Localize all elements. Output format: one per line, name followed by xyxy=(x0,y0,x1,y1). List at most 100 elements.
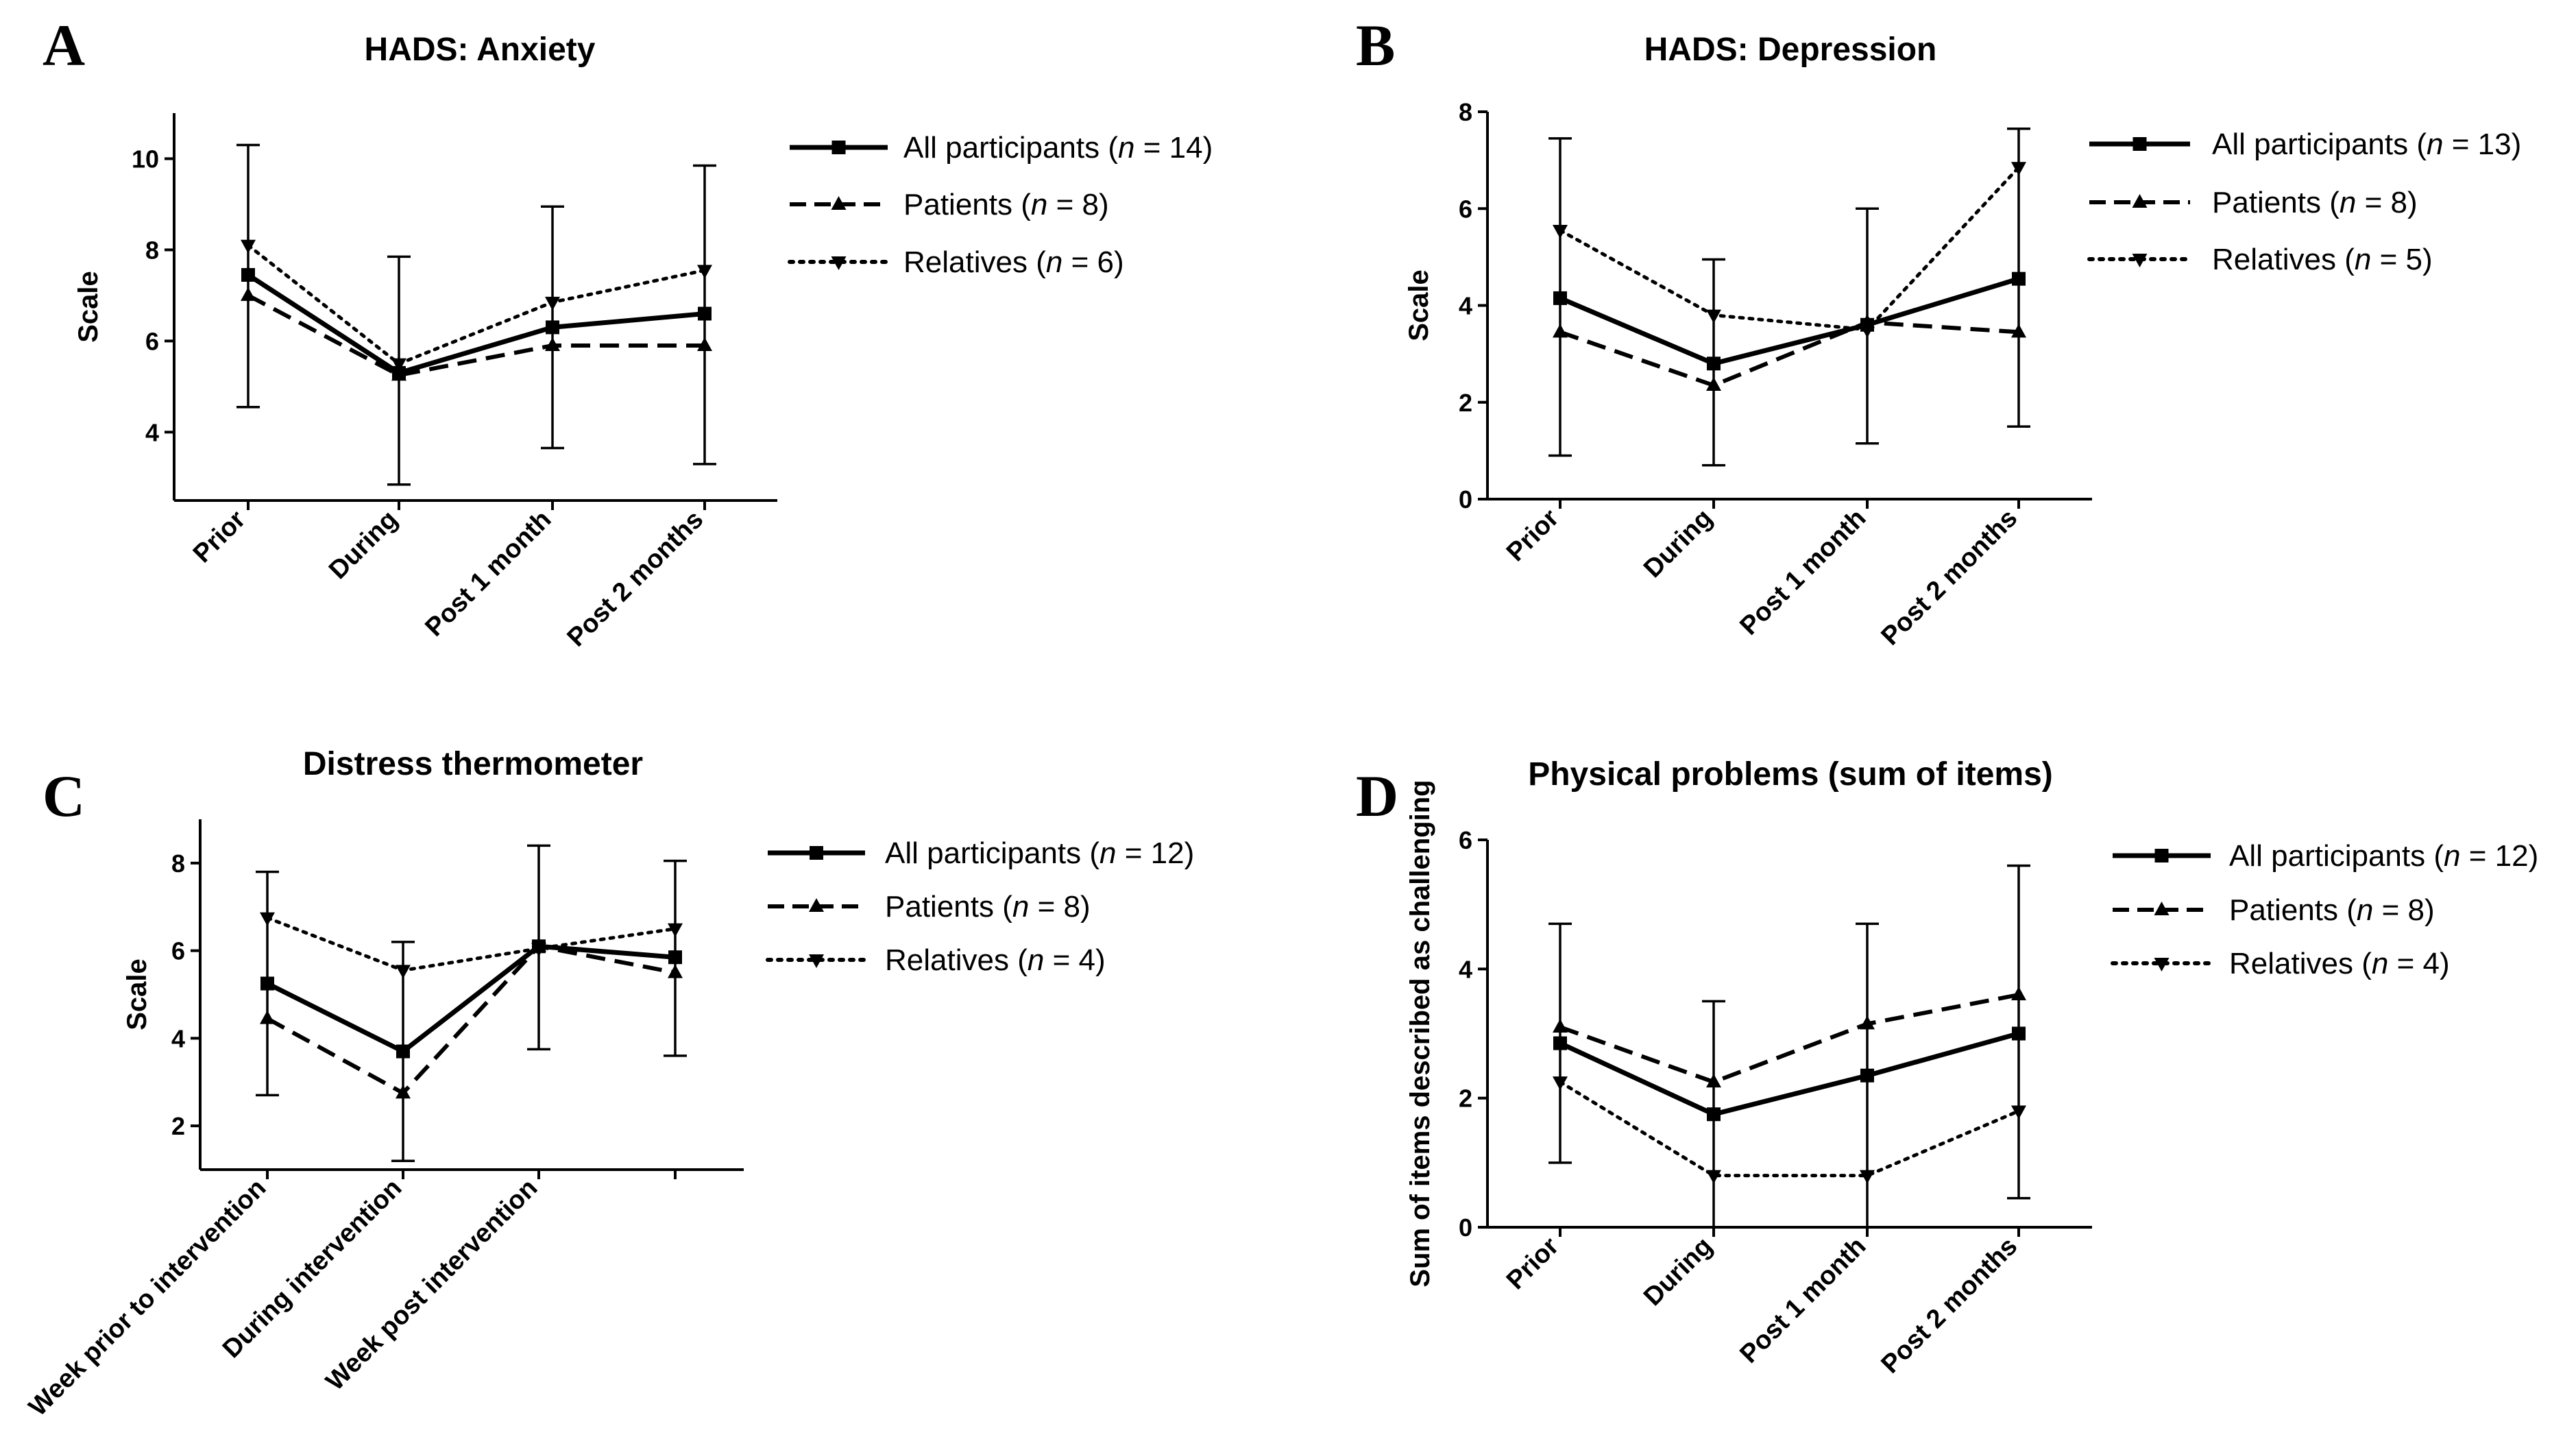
panel-d: D Physical problems (sum of items) 0 2 4 6 Sum… xyxy=(1356,756,2538,1379)
panel-letter: B xyxy=(1356,12,1395,78)
data-point xyxy=(2012,1026,2026,1041)
data-point xyxy=(2011,1105,2026,1120)
legend-series-n: 8 xyxy=(2408,893,2425,927)
data-point xyxy=(1707,1107,1721,1122)
y-tick-label: 10 xyxy=(132,145,159,173)
legend-series-name: All participants xyxy=(2212,128,2408,161)
data-point xyxy=(260,912,275,926)
data-point xyxy=(668,923,683,937)
series-line-all-participants xyxy=(1559,276,2020,366)
series-line-relatives xyxy=(1558,1080,2021,1178)
legend-marker xyxy=(831,196,847,210)
data-point xyxy=(1706,1074,1721,1088)
legend-entry: All participants (n = 14) xyxy=(903,131,1213,165)
data-point xyxy=(1553,324,1568,338)
y-tick-label: 0 xyxy=(1459,485,1472,514)
x-category-label: Prior xyxy=(188,505,252,569)
legend-series-n: 12 xyxy=(2495,839,2529,873)
legend-entry: All participants (n = 13) xyxy=(2212,128,2521,161)
y-axis-label: Scale xyxy=(122,958,152,1030)
legend-series-n: 4 xyxy=(1079,943,1095,977)
data-point xyxy=(1553,225,1568,239)
data-point xyxy=(260,1010,275,1024)
legend-marker xyxy=(809,954,824,968)
data-point xyxy=(1553,291,1567,305)
series-line-all-participants xyxy=(266,943,676,1054)
legend-series-name: Patients xyxy=(903,188,1012,221)
data-point xyxy=(1707,357,1721,371)
series-line-relatives xyxy=(265,916,677,972)
data-point xyxy=(697,337,712,351)
legend-entry: All participants (n = 12) xyxy=(2229,839,2538,873)
legend-series-n: 8 xyxy=(1064,890,1080,924)
series-line-all-participants xyxy=(1559,1031,2019,1117)
legend-marker xyxy=(2133,137,2147,151)
y-tick-label: 8 xyxy=(145,236,159,264)
y-axis-label: Scale xyxy=(1404,269,1434,341)
legend-marker xyxy=(2154,958,2170,972)
y-tick-label: 6 xyxy=(1459,826,1472,854)
y-tick-label: 4 xyxy=(1459,955,1472,983)
y-axis-label: Sum of items described as challenging xyxy=(1405,780,1435,1287)
legend-series-name: All participants xyxy=(885,836,1081,870)
legend-marker xyxy=(2154,849,2169,862)
y-tick-label: 6 xyxy=(1459,195,1472,223)
x-category-label: During xyxy=(1638,504,1718,583)
data-point xyxy=(1860,1170,1875,1184)
data-point xyxy=(396,1085,411,1099)
legend-entry: Patients (n = 8) xyxy=(2229,893,2435,927)
data-point xyxy=(260,976,274,991)
series-line-all-participants xyxy=(247,273,705,376)
legend-series-n: 8 xyxy=(2391,186,2407,219)
data-point xyxy=(2011,987,2026,1000)
y-tick-label: 0 xyxy=(1459,1214,1472,1242)
chart-title: Distress thermometer xyxy=(303,746,643,782)
legend-marker xyxy=(831,141,846,154)
data-point xyxy=(698,306,712,321)
legend-series-name: Relatives xyxy=(2212,243,2336,276)
series-line-relatives xyxy=(1558,165,2021,332)
legend-series-name: All participants xyxy=(903,131,1099,165)
y-tick-label: 4 xyxy=(1459,292,1472,320)
legend-series-name: Patients xyxy=(2212,186,2321,219)
y-tick-label: 8 xyxy=(171,849,185,878)
x-category-label: During xyxy=(1638,1232,1718,1312)
data-point xyxy=(1553,1019,1568,1033)
data-point xyxy=(391,367,406,381)
data-point xyxy=(697,265,712,279)
legend-series-n: 6 xyxy=(1097,245,1114,279)
legend-series-name: Patients xyxy=(885,890,994,924)
legend-marker xyxy=(810,846,823,860)
data-point xyxy=(546,320,559,335)
legend-series-n: 4 xyxy=(2423,947,2440,980)
panel-letter: C xyxy=(42,763,85,829)
y-tick-label: 6 xyxy=(145,327,159,355)
legend-series-n: 14 xyxy=(1169,131,1203,165)
legend-series-name: Patients xyxy=(2229,893,2338,927)
data-point xyxy=(241,267,255,282)
y-tick-label: 2 xyxy=(171,1112,185,1140)
panel-letter: A xyxy=(42,12,85,78)
legend-series-name: Relatives xyxy=(885,943,1009,977)
legend-marker xyxy=(809,898,824,912)
series-line-patients xyxy=(1559,320,2019,388)
y-tick-label: 6 xyxy=(171,937,185,965)
data-point xyxy=(545,296,560,311)
y-tick-label: 2 xyxy=(1459,389,1472,417)
x-category-label: Post 1 month xyxy=(1734,1232,1871,1369)
legend-series-name: Relatives xyxy=(2229,947,2353,980)
legend-marker xyxy=(2154,902,2170,915)
data-point xyxy=(1860,324,1875,338)
legend-series-n: 12 xyxy=(1151,836,1184,870)
chart-title: Physical problems (sum of items) xyxy=(1528,756,2053,793)
series-line-patients xyxy=(1559,993,2019,1085)
y-tick-label: 8 xyxy=(1459,98,1472,126)
x-category-label: Post 2 months xyxy=(1876,504,2024,651)
data-point xyxy=(1706,309,1721,324)
legend-entry: Patients (n = 8) xyxy=(2212,186,2418,219)
data-point xyxy=(241,239,256,254)
x-category-label: Post 2 months xyxy=(1876,1232,2024,1379)
legend-entry: Relatives (n = 5) xyxy=(2212,243,2433,276)
